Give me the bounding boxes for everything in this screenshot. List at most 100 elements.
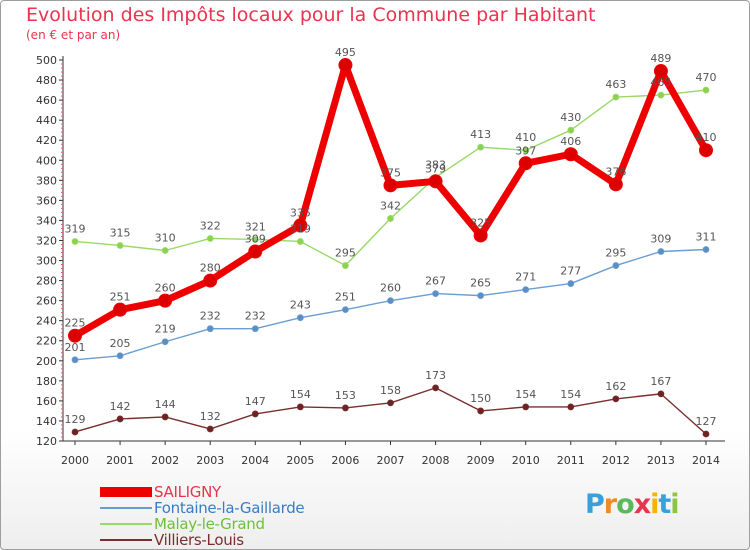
data-label: 430 xyxy=(560,111,581,124)
data-point xyxy=(248,244,263,259)
legend-swatch xyxy=(100,539,152,541)
legend-swatch xyxy=(100,507,152,509)
logo-letter: x xyxy=(633,489,651,520)
data-point xyxy=(338,58,353,73)
data-point xyxy=(522,286,530,294)
legend: SAILIGNY Fontaine-la-Gaillarde Malay-le-Gr… xyxy=(100,483,420,549)
data-label: 260 xyxy=(155,282,176,295)
data-label: 319 xyxy=(65,222,86,235)
data-point xyxy=(657,390,665,398)
data-label: 142 xyxy=(110,400,131,413)
data-label: 379 xyxy=(425,162,446,175)
data-label: 251 xyxy=(110,291,131,304)
data-label: 406 xyxy=(560,135,581,148)
data-point xyxy=(296,403,304,411)
data-label: 322 xyxy=(200,219,221,232)
data-point xyxy=(657,248,665,255)
data-label: 243 xyxy=(290,299,311,312)
data-point xyxy=(116,415,124,423)
data-point xyxy=(116,352,124,360)
data-point xyxy=(699,143,713,158)
data-point xyxy=(342,306,349,314)
data-label: 311 xyxy=(696,230,717,243)
data-point xyxy=(653,64,668,79)
x-tick-label: 2003 xyxy=(196,454,224,467)
data-point xyxy=(342,262,349,269)
logo-letter: o xyxy=(616,489,635,520)
x-tick-label: 2000 xyxy=(61,454,89,467)
data-label: 154 xyxy=(515,388,536,401)
data-label: 232 xyxy=(200,310,221,323)
data-point xyxy=(522,146,530,154)
data-point xyxy=(612,93,620,101)
data-label: 495 xyxy=(335,46,356,59)
data-label: 150 xyxy=(470,392,491,405)
legend-item: SAILIGNY xyxy=(100,483,420,501)
data-label: 201 xyxy=(65,341,86,354)
data-point xyxy=(387,297,394,305)
data-point xyxy=(161,338,169,346)
data-label: 173 xyxy=(425,369,446,382)
data-point xyxy=(161,413,169,421)
x-tick-label: 2001 xyxy=(106,454,134,467)
data-label: 205 xyxy=(110,337,131,350)
data-label: 162 xyxy=(605,380,626,393)
data-label: 153 xyxy=(335,389,356,402)
logo-letter: t xyxy=(658,489,671,520)
data-point xyxy=(477,292,485,300)
data-point xyxy=(71,428,79,436)
data-point xyxy=(383,178,398,193)
data-point xyxy=(387,215,394,222)
data-point xyxy=(206,425,214,433)
legend-label: SAILIGNY xyxy=(154,483,221,501)
data-label: 309 xyxy=(245,233,266,246)
data-label: 271 xyxy=(515,271,536,284)
y-tick-label: 120 xyxy=(36,435,57,448)
y-tick-label: 200 xyxy=(36,355,57,368)
data-label: 470 xyxy=(696,71,717,84)
data-point xyxy=(563,147,578,162)
logo-letter: i xyxy=(670,489,679,520)
y-tick-label: 480 xyxy=(36,74,57,87)
data-point xyxy=(473,228,488,243)
data-label: 383 xyxy=(425,158,446,171)
data-point xyxy=(702,86,710,94)
data-label: 129 xyxy=(65,413,86,426)
y-tick-label: 400 xyxy=(36,154,57,167)
data-point xyxy=(296,238,304,245)
x-tick-label: 2009 xyxy=(467,454,495,467)
data-point xyxy=(71,356,79,364)
data-point xyxy=(518,156,533,171)
data-point xyxy=(206,235,214,242)
data-point xyxy=(293,218,308,233)
data-label: 410 xyxy=(515,131,536,144)
data-point xyxy=(68,328,82,343)
data-label: 463 xyxy=(605,78,626,91)
proxiti-logo: Proxiti xyxy=(585,489,680,520)
y-tick-label: 240 xyxy=(36,315,57,328)
data-label: 277 xyxy=(560,265,581,278)
data-point xyxy=(296,314,304,322)
data-label: 375 xyxy=(380,166,401,179)
data-point xyxy=(612,262,620,269)
data-label: 260 xyxy=(380,282,401,295)
data-label: 342 xyxy=(380,199,401,212)
data-label: 225 xyxy=(65,317,86,330)
data-point xyxy=(477,407,485,415)
legend-label: Malay-le-Grand xyxy=(154,515,265,533)
data-point xyxy=(567,126,575,134)
data-point xyxy=(203,273,218,288)
y-tick-label: 160 xyxy=(36,395,57,408)
data-label: 325 xyxy=(470,216,491,229)
data-point xyxy=(158,293,173,308)
legend-item: Malay-le-Grand xyxy=(100,515,420,533)
data-label: 295 xyxy=(335,247,356,260)
data-label: 335 xyxy=(290,206,311,219)
x-tick-label: 2008 xyxy=(422,454,450,467)
data-point xyxy=(428,174,443,189)
y-tick-label: 420 xyxy=(36,134,57,147)
data-label: 280 xyxy=(200,262,221,275)
legend-swatch xyxy=(100,523,152,525)
data-point xyxy=(206,325,214,333)
data-label: 147 xyxy=(245,395,266,408)
